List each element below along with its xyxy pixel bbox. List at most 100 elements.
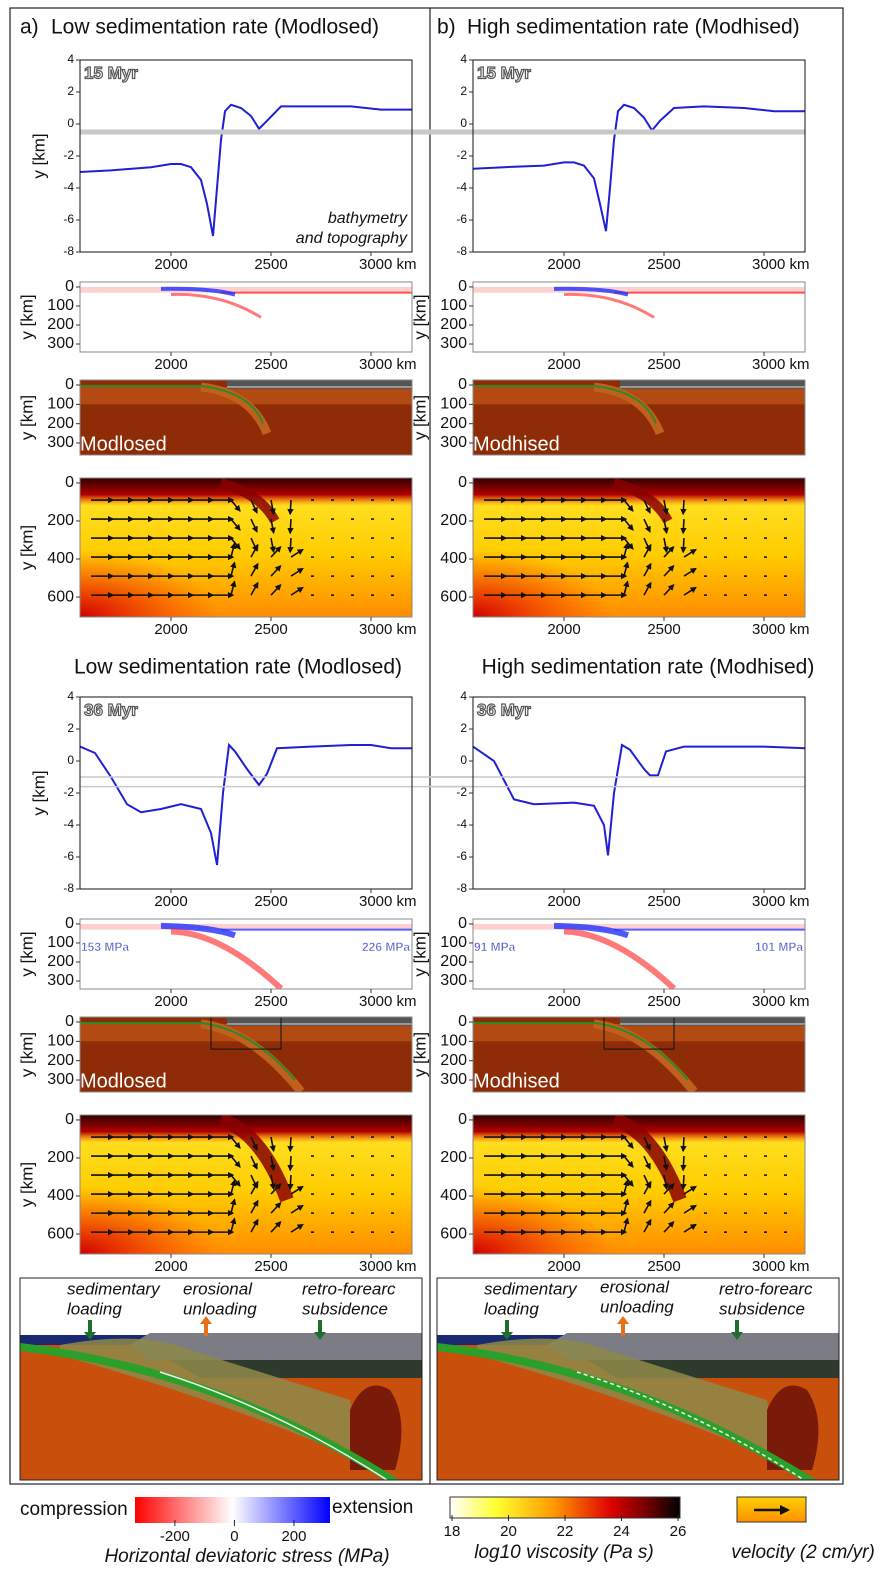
velocity-arrow — [270, 1182, 282, 1195]
y-tick-label: -8 — [63, 881, 74, 895]
x-tick-label: 2000 — [547, 356, 580, 373]
y-tick-label: -8 — [63, 244, 74, 258]
velocity-arrow — [230, 1198, 237, 1214]
colorbar-tick-label: 20 — [500, 1523, 517, 1540]
y-tick-label: -4 — [456, 817, 467, 831]
lithosphere — [80, 1023, 412, 1042]
panel-title: Low sedimentation rate (Modlosed) — [74, 656, 402, 679]
velocity-arrow — [270, 1220, 282, 1233]
velocity-arrow — [643, 1136, 651, 1151]
y-tick-label: 0 — [65, 1111, 74, 1128]
y-tick-label: 600 — [440, 588, 467, 605]
y-tick-label: 100 — [47, 934, 74, 951]
x-tick-label: 2000 — [547, 1258, 580, 1275]
x-tick-label: 2000 — [154, 356, 187, 373]
y-tick-label: 200 — [47, 512, 74, 529]
velocity-arrow — [662, 518, 669, 535]
x-tick-label: 2000 — [154, 1258, 187, 1275]
colorbar-label: Horizontal deviatoric stress (MPa) — [104, 1546, 389, 1567]
y-tick-label: 2 — [460, 721, 467, 735]
schematic-label: erosional — [183, 1279, 253, 1298]
velocity-arrow — [643, 499, 651, 514]
velocity-arrow — [683, 1204, 697, 1214]
velocity-arrow — [269, 1136, 276, 1153]
y-axis-label: y [km] — [17, 294, 36, 339]
x-tick-label: 3000 km — [359, 993, 417, 1010]
plot-background — [473, 60, 805, 252]
y-tick-label: 200 — [47, 1149, 74, 1166]
velocity-arrow — [643, 1180, 652, 1195]
velocity-arrow — [663, 545, 675, 558]
velocity-arrow — [250, 1199, 259, 1214]
slab — [593, 382, 665, 436]
colorbar-right-label: extension — [332, 1497, 413, 1518]
viscosity-red — [80, 549, 220, 617]
y-tick-label: 4 — [67, 52, 74, 66]
schematic-label: retro-forearc — [719, 1279, 813, 1298]
crust — [620, 1022, 805, 1025]
y-axis-label: y [km] — [29, 770, 48, 815]
y-axis-label: y [km] — [410, 931, 429, 976]
schematic-arrowhead — [731, 1332, 743, 1340]
slab — [437, 1343, 817, 1480]
y-tick-label: 0 — [65, 915, 74, 932]
deep-blob — [350, 1385, 402, 1470]
stress-colorbar — [135, 1497, 330, 1523]
x-tick-label: 3000 km — [359, 621, 417, 638]
y-axis-label: y [km] — [410, 1032, 429, 1077]
schematic — [437, 1278, 839, 1480]
y-tick-label: 300 — [47, 434, 74, 451]
velocity-arrow — [230, 518, 241, 531]
plot-area — [80, 1115, 412, 1254]
viscosity-red — [473, 1186, 613, 1254]
upper-plate — [547, 1333, 839, 1360]
velocity-arrow — [663, 1182, 675, 1195]
sea — [20, 1335, 150, 1345]
crust — [227, 380, 412, 389]
stress-streak — [563, 292, 655, 319]
schematic-arrowhead — [314, 1332, 326, 1340]
velocity-arrow — [250, 1180, 259, 1195]
plot-frame — [79, 1114, 413, 1255]
velocity-arrow — [290, 567, 304, 577]
y-tick-label: 100 — [440, 1033, 467, 1050]
y-tick-label: -4 — [63, 180, 74, 194]
x-tick-label: 2000 — [154, 621, 187, 638]
velocity-arrow — [680, 538, 687, 554]
stress-band — [80, 923, 412, 930]
velocity-arrow — [269, 1174, 276, 1191]
y-tick-label: 200 — [47, 415, 74, 432]
y-tick-label: 0 — [458, 915, 467, 932]
y-tick-label: 200 — [440, 512, 467, 529]
sea — [437, 1335, 567, 1345]
velocity-arrow — [250, 1136, 258, 1151]
plot-area — [473, 380, 805, 455]
schematic-label: sedimentary — [67, 1279, 161, 1298]
y-tick-label: 0 — [67, 116, 74, 130]
slab — [200, 1019, 305, 1092]
velocity-arrow — [662, 499, 669, 516]
plot-area — [473, 60, 805, 252]
stress-annotation: 226 MPa — [362, 940, 410, 954]
velocity-arrow — [250, 499, 258, 514]
y-tick-label: -4 — [63, 817, 74, 831]
y-tick-label: 0 — [460, 753, 467, 767]
y-tick-label: 0 — [458, 474, 467, 491]
x-tick-label: 2500 — [647, 356, 680, 373]
x-tick-label: 3000 km — [752, 356, 810, 373]
velocity-arrow — [250, 562, 259, 577]
velocity-arrow — [250, 1155, 258, 1170]
colorbar-tick-label: 0 — [230, 1528, 238, 1545]
schematic-frame — [19, 1277, 423, 1481]
y-tick-label: 100 — [440, 297, 467, 314]
topography-line — [80, 742, 412, 866]
y-tick-label: -2 — [63, 148, 74, 162]
time-label: 36 Myr — [477, 700, 531, 719]
crust — [620, 385, 805, 388]
plot-background — [80, 697, 412, 889]
y-tick-label: -2 — [456, 148, 467, 162]
velocity-arrow — [683, 1185, 697, 1195]
y-tick-label: 600 — [440, 1225, 467, 1242]
y-tick-label: -6 — [63, 212, 74, 226]
colorbar-tick-label: -200 — [160, 1528, 190, 1545]
